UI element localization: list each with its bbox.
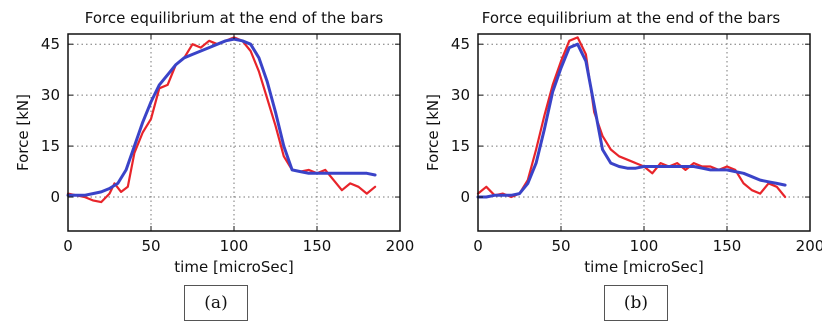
series-line-0: [66, 36, 377, 204]
chart-title: Force equilibrium at the end of the bars: [85, 9, 384, 27]
y-tick-label: 15: [41, 137, 60, 155]
y-tick-label: 45: [451, 35, 470, 53]
x-axis-label: time [microSec]: [584, 258, 703, 276]
y-tick-label: 0: [50, 188, 60, 206]
x-tick-label: 100: [630, 237, 659, 255]
y-tick-label: 15: [451, 137, 470, 155]
x-tick-label: 0: [63, 237, 73, 255]
x-tick-label: 0: [473, 237, 483, 255]
series-line-0: [476, 36, 787, 199]
x-tick-label: 200: [386, 237, 415, 255]
y-tick-label: 30: [451, 86, 470, 104]
series-line-1: [66, 37, 377, 197]
x-axis-label: time [microSec]: [174, 258, 293, 276]
x-tick-label: 150: [303, 237, 332, 255]
y-axis-label: Force [kN]: [424, 94, 442, 171]
y-tick-label: 30: [41, 86, 60, 104]
subcaption-a: (a): [184, 285, 248, 321]
chart-title: Force equilibrium at the end of the bars: [482, 9, 781, 27]
chart-panel-0: Force equilibrium at the end of the bars…: [14, 9, 414, 276]
x-tick-label: 100: [220, 237, 249, 255]
y-tick-label: 0: [460, 188, 470, 206]
series-line-1: [476, 42, 787, 199]
subcaption-b: (b): [604, 285, 668, 321]
x-tick-label: 150: [713, 237, 742, 255]
x-tick-label: 50: [141, 237, 160, 255]
x-tick-label: 200: [796, 237, 822, 255]
y-tick-label: 45: [41, 35, 60, 53]
x-tick-label: 50: [551, 237, 570, 255]
y-axis-label: Force [kN]: [14, 94, 32, 171]
chart-panel-1: Force equilibrium at the end of the bars…: [424, 9, 822, 276]
